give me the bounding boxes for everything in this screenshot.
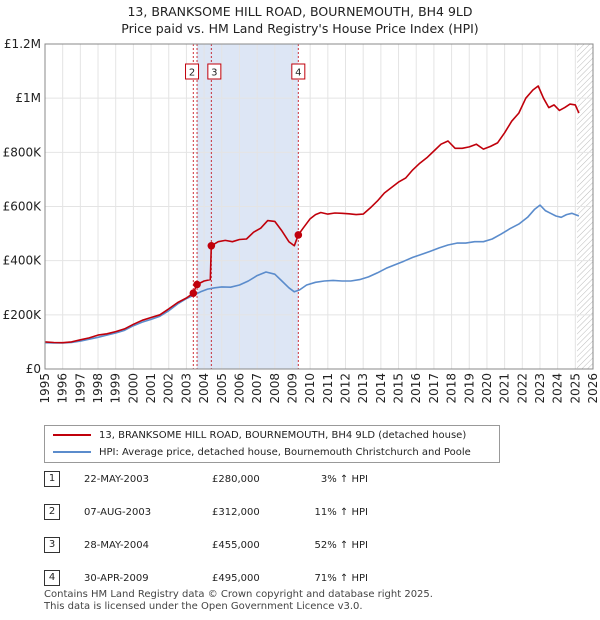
sale-price: £312,000 <box>212 507 260 518</box>
x-tick-label: 2001 <box>144 373 158 404</box>
sale-marker-box <box>185 63 200 80</box>
x-tick-label: 1999 <box>109 373 123 404</box>
plot-border <box>44 43 594 370</box>
table-row: 1 22-MAY-2003 £280,000 3% ↑ HPI <box>44 471 464 489</box>
x-tick-label: 1997 <box>73 373 87 404</box>
x-tick-label: 1996 <box>56 373 70 404</box>
sale-number-badge: 4 <box>44 570 60 586</box>
sale-marker-label-box: 4 <box>291 63 306 80</box>
sale-price: £455,000 <box>212 540 260 551</box>
x-tick-label: 2010 <box>303 373 317 404</box>
legend-swatch-hpi <box>53 451 91 453</box>
chart-title: 13, BRANKSOME HILL ROAD, BOURNEMOUTH, BH… <box>0 3 600 37</box>
sale-marker-number: 2 <box>189 68 195 79</box>
sale-price: £495,000 <box>212 573 260 584</box>
sale-point <box>294 231 303 239</box>
x-tick-label: 2009 <box>285 373 299 404</box>
y-tick-label: £800K <box>3 145 43 159</box>
x-tick-label: 2021 <box>498 373 512 404</box>
property-series-line <box>44 85 580 344</box>
x-tick-label: 2020 <box>480 373 494 404</box>
x-tick-label: 2006 <box>232 373 246 404</box>
legend-label-property: 13, BRANKSOME HILL ROAD, BOURNEMOUTH, BH… <box>99 430 467 441</box>
legend: 13, BRANKSOME HILL ROAD, BOURNEMOUTH, BH… <box>44 425 500 463</box>
legend-label-hpi: HPI: Average price, detached house, Bour… <box>99 447 471 458</box>
x-tick-label: 2026 <box>586 373 600 404</box>
hpi-series-line <box>44 204 580 344</box>
x-tick-label: 2013 <box>356 373 370 404</box>
sale-hpi-change: 52% ↑ HPI <box>314 540 368 551</box>
x-tick-label: 2002 <box>162 373 176 404</box>
table-row: 2 07-AUG-2003 £312,000 11% ↑ HPI <box>44 504 464 522</box>
y-tick-label: £400K <box>3 254 43 268</box>
sale-marker-box <box>291 63 306 80</box>
chart-title-line2: Price paid vs. HM Land Registry's House … <box>121 21 479 36</box>
y-tick-label: £0 <box>26 362 41 376</box>
sale-date: 28-MAY-2004 <box>84 540 150 551</box>
legend-item-hpi: HPI: Average price, detached house, Bour… <box>53 445 471 461</box>
x-tick-label: 2019 <box>462 373 476 404</box>
legend-item-property: 13, BRANKSOME HILL ROAD, BOURNEMOUTH, BH… <box>53 428 466 444</box>
sale-date: 22-MAY-2003 <box>84 474 150 485</box>
x-tick-label: 2007 <box>250 373 264 404</box>
x-tick-label: 2011 <box>321 373 335 404</box>
sale-date: 30-APR-2009 <box>84 573 149 584</box>
footer: Contains HM Land Registry data © Crown c… <box>44 589 433 613</box>
sale-hpi-change: 3% ↑ HPI <box>320 474 368 485</box>
sale-marker-label-box: 3 <box>207 63 222 80</box>
x-tick-label: 1995 <box>38 373 52 404</box>
sale-number-badge: 1 <box>44 471 60 487</box>
footer-licence: This data is licensed under the Open Gov… <box>44 601 363 612</box>
x-tick-label: 2024 <box>551 373 565 404</box>
x-tick-label: 2022 <box>515 373 529 404</box>
sale-hpi-change: 71% ↑ HPI <box>314 573 368 584</box>
sale-point <box>207 241 216 250</box>
table-row: 3 28-MAY-2004 £455,000 52% ↑ HPI <box>44 537 464 555</box>
y-tick-label: £200K <box>3 308 43 322</box>
x-tick-label: 2004 <box>197 373 211 404</box>
legend-swatch-property <box>53 434 91 436</box>
sale-marker-number: 4 <box>295 68 301 79</box>
footer-copyright: Contains HM Land Registry data © Crown c… <box>44 589 433 600</box>
x-tick-label: 2000 <box>126 373 140 404</box>
x-tick-label: 2015 <box>392 373 406 404</box>
x-tick-label: 2008 <box>268 373 282 404</box>
sale-marker-number: 3 <box>211 68 217 79</box>
plot-area: 2 3 4 <box>44 43 594 370</box>
x-tick-label: 2023 <box>533 373 547 404</box>
x-tick-label: 2005 <box>215 373 229 404</box>
sale-point <box>193 280 201 289</box>
y-tick-label: £600K <box>3 200 43 214</box>
x-tick-label: 2017 <box>427 373 441 404</box>
x-tick-label: 2016 <box>409 373 423 404</box>
sale-number-badge: 3 <box>44 537 60 553</box>
x-tick-label: 2014 <box>374 373 388 404</box>
sale-marker-label-box: 2 <box>185 63 200 80</box>
sale-date: 07-AUG-2003 <box>84 507 152 518</box>
y-tick-label: £1.2M <box>4 37 41 51</box>
table-row: 4 30-APR-2009 £495,000 71% ↑ HPI <box>44 570 464 588</box>
sale-point <box>189 289 198 297</box>
x-tick-label: 1998 <box>91 373 105 404</box>
x-tick-label: 2003 <box>179 373 193 404</box>
x-tick-label: 2025 <box>568 373 582 404</box>
x-tick-label: 2012 <box>339 373 353 404</box>
sale-price: £280,000 <box>212 474 260 485</box>
sale-marker-box <box>207 63 222 80</box>
x-tick-label: 2018 <box>445 373 459 404</box>
sale-hpi-change: 11% ↑ HPI <box>314 507 368 518</box>
sale-number-badge: 2 <box>44 504 60 520</box>
y-tick-label: £1M <box>15 91 41 105</box>
chart-title-line1: 13, BRANKSOME HILL ROAD, BOURNEMOUTH, BH… <box>127 4 473 19</box>
